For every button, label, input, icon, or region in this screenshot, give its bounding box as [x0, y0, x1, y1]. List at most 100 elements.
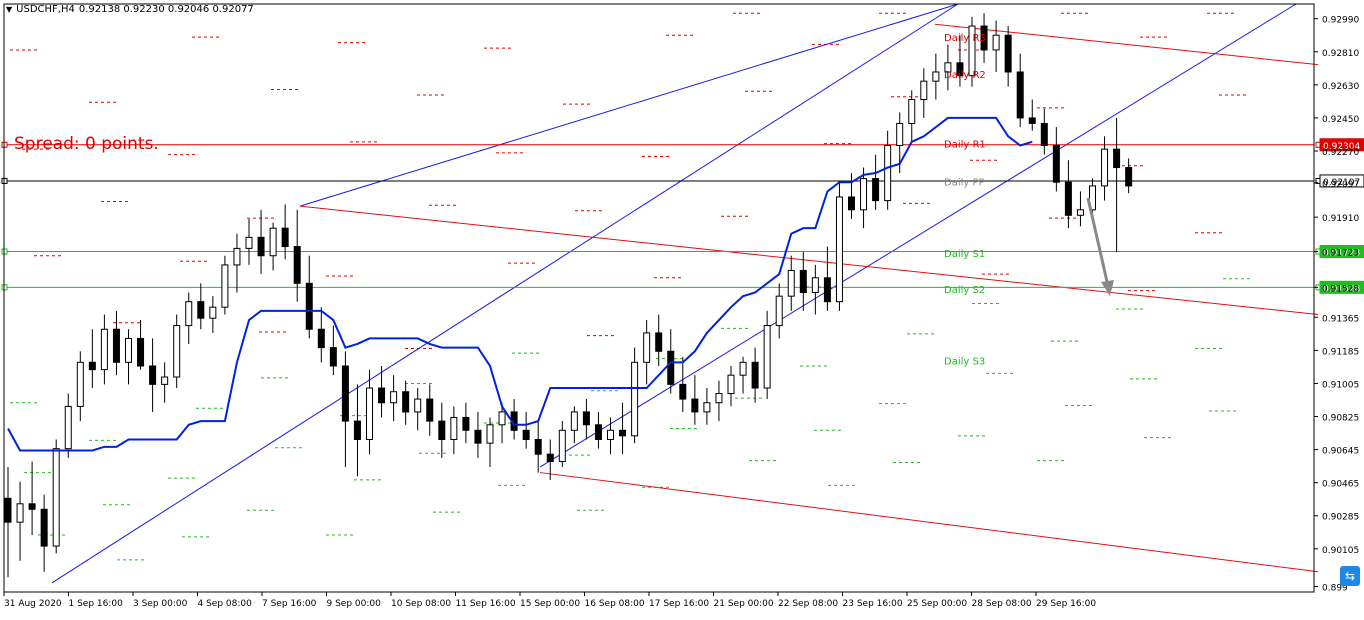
candle-body — [64, 405, 72, 450]
candle-body — [233, 247, 241, 266]
x-tick-label: 31 Aug 2020 — [4, 599, 62, 609]
price-tag — [1319, 138, 1364, 152]
candle-body — [438, 420, 446, 440]
candle-body — [16, 503, 24, 523]
moving-average-line — [7, 116, 1033, 452]
y-tick-label: 0.91185 — [1322, 347, 1359, 357]
dropdown-triangle-icon[interactable]: ▼ — [6, 5, 13, 14]
candle-body — [100, 328, 108, 371]
red-channel-mid — [299, 205, 1319, 316]
candle-body — [739, 361, 747, 376]
forecast-arrow-shaft — [1086, 197, 1110, 287]
candle-body — [76, 361, 84, 407]
forecast-arrow-head — [1101, 280, 1114, 296]
x-tick-label: 29 Sep 16:00 — [1036, 599, 1096, 609]
red-channel-upper — [934, 23, 1319, 66]
candle-body — [209, 306, 217, 319]
candle-body — [498, 411, 506, 426]
x-tick-label: 9 Sep 00:00 — [327, 599, 382, 609]
candle-body — [1040, 122, 1048, 146]
candle-body — [28, 503, 36, 510]
candle-body — [679, 383, 687, 400]
candle-body — [293, 246, 301, 284]
x-tick-label: 25 Sep 00:00 — [907, 599, 967, 609]
y-tick-label: 0.92097 — [1322, 180, 1359, 190]
candle-body — [390, 391, 398, 404]
candle-body — [631, 361, 639, 437]
blue-channel-lower — [51, 3, 959, 584]
candle-body — [341, 365, 349, 422]
candle-body — [932, 71, 940, 82]
x-tick-label: 3 Sep 00:00 — [133, 599, 188, 609]
candle-body — [775, 295, 783, 327]
x-tick-label: 1 Sep 16:00 — [69, 599, 124, 609]
candle-body — [281, 227, 289, 248]
candle-body — [414, 398, 422, 413]
candle-body — [558, 429, 566, 463]
y-tick-label: 0.90285 — [1322, 513, 1359, 523]
candle-body — [426, 398, 434, 422]
candle-body — [944, 62, 952, 73]
price-tag-label: 0.92107 — [1323, 178, 1360, 188]
candle-body — [1076, 209, 1084, 216]
candle-body — [125, 337, 132, 363]
candle-body — [570, 411, 578, 431]
candle-body — [40, 508, 48, 547]
pivot-label: Daily S2 — [944, 285, 985, 296]
candle-body — [799, 269, 807, 293]
candle-body — [474, 429, 482, 444]
candle-body — [715, 393, 723, 404]
spread-label: Spread: 0 points. — [14, 134, 159, 154]
candle-body — [643, 332, 651, 363]
y-tick-label: 0.92270 — [1322, 148, 1359, 158]
pivot-label: Daily PP — [944, 177, 985, 188]
x-tick-label: 11 Sep 16:00 — [456, 599, 516, 609]
candle-body — [185, 301, 193, 327]
pivot-label: Daily R2 — [944, 70, 986, 81]
price-tag — [1319, 174, 1364, 188]
candle-body — [4, 497, 12, 523]
teamviewer-icon[interactable]: ⇆ — [1340, 566, 1360, 586]
x-tick-label: 28 Sep 08:00 — [972, 599, 1032, 609]
y-tick-label: 0.91910 — [1322, 214, 1359, 224]
candle-body — [751, 361, 759, 389]
y-tick-label: 0.91528 — [1322, 284, 1359, 294]
candle-body — [269, 227, 277, 257]
candle-body — [161, 376, 169, 385]
candle-body — [992, 34, 1000, 51]
y-tick-label: 0.92630 — [1322, 82, 1359, 92]
x-tick-label: 7 Sep 16:00 — [262, 599, 317, 609]
symbol-name: USDCHF,H4 — [16, 4, 75, 15]
candle-body — [727, 374, 735, 395]
candle-body — [1064, 181, 1072, 216]
candle-body — [173, 325, 181, 378]
candle-body — [823, 277, 831, 303]
candle-body — [619, 429, 627, 437]
candle-body — [908, 99, 916, 124]
symbol-header: ▼ USDCHF,H4 0.92138 0.92230 0.92046 0.92… — [6, 4, 254, 15]
y-tick-label: 0.91365 — [1322, 314, 1359, 324]
y-tick-label: 0.91723 — [1322, 249, 1359, 259]
x-tick-label: 4 Sep 08:00 — [198, 599, 253, 609]
candle-body — [522, 429, 530, 440]
candle-body — [1016, 71, 1024, 119]
candle-body — [980, 25, 988, 51]
price-tag-label: 0.92304 — [1323, 142, 1360, 152]
candle-body — [534, 438, 542, 455]
x-tick-label: 16 Sep 08:00 — [585, 599, 645, 609]
y-tick-label: 0.92450 — [1322, 115, 1359, 125]
candle-body — [1113, 148, 1121, 169]
candle-body — [305, 282, 313, 330]
candle-body — [896, 122, 904, 146]
candle-body — [546, 453, 554, 463]
x-tick-label: 10 Sep 08:00 — [391, 599, 451, 609]
candle-body — [462, 416, 470, 431]
price-tag — [1319, 245, 1364, 259]
pivot-label: Daily S1 — [944, 249, 985, 260]
price-tag-label: 0.91528 — [1323, 284, 1360, 294]
candle-body — [317, 328, 325, 349]
candle-body — [378, 387, 386, 404]
candle-body — [112, 328, 120, 363]
